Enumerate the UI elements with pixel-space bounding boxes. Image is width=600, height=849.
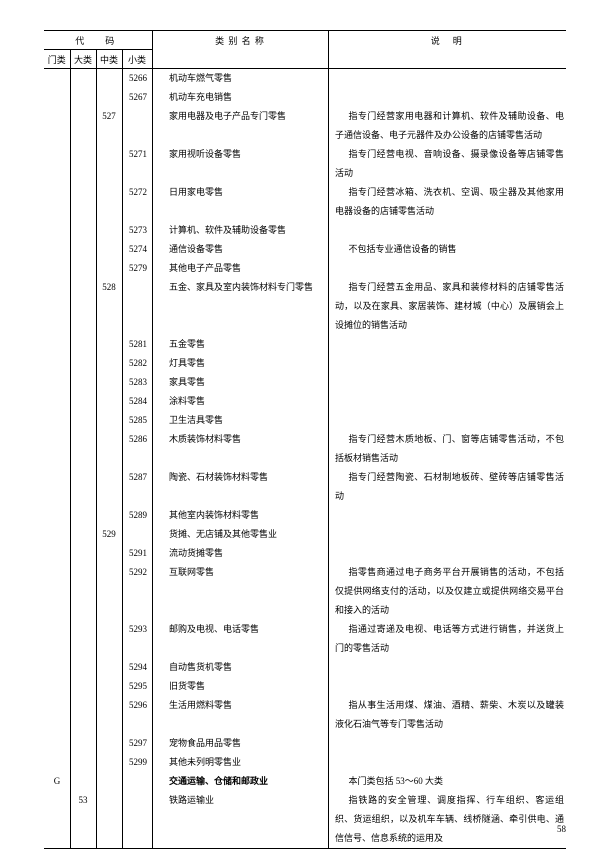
cell-category-name: 自动售货机零售	[153, 658, 331, 677]
cell-category-name: 通信设备零售	[153, 240, 331, 259]
cell-xiao: 5291	[123, 544, 153, 563]
cell-category-name: 货摊、无店铺及其他零售业	[153, 525, 331, 544]
table-header: 代 码 类 别 名 称 说 明 门类 大类 中类 小类	[44, 31, 566, 69]
cell-category-name: 木质装饰材料零售	[153, 430, 331, 449]
cell-xiao: 5285	[123, 411, 153, 430]
cell-zhong: 527	[96, 107, 123, 126]
cell-category-name: 涂料零售	[153, 392, 331, 411]
page-number: 58	[557, 824, 566, 834]
cell-category-name: 家用电器及电子产品专门零售	[153, 107, 331, 126]
cell-xiao: 5283	[123, 373, 153, 392]
cell-men: G	[44, 772, 70, 791]
cell-category-name: 其他电子产品零售	[153, 259, 331, 278]
cell-category-name: 五金、家具及室内装饰材料专门零售	[153, 278, 331, 297]
cell-xiao: 5293	[123, 620, 153, 639]
cell-category-name: 生活用燃料零售	[153, 696, 331, 715]
cell-xiao: 5267	[123, 88, 153, 107]
table-body: 5266机动车燃气零售5267机动车充电销售527家用电器及电子产品专门零售指专…	[44, 69, 566, 848]
document-page: 代 码 类 别 名 称 说 明 门类 大类 中类 小类	[0, 0, 600, 848]
cell-description: 指通过寄递及电视、电话等方式进行销售，并送货上门的零售活动	[331, 620, 566, 658]
cell-da: 53	[70, 791, 96, 810]
header-code-group: 代 码	[44, 31, 152, 50]
cell-description: 指专门经营冰箱、洗衣机、空调、吸尘器及其他家用电器设备的店铺零售活动	[331, 183, 566, 221]
cell-xiao: 5295	[123, 677, 153, 696]
header-col-xiao: 小类	[122, 50, 152, 69]
cell-category-name: 卫生洁具零售	[153, 411, 331, 430]
cell-description: 指专门经营五金用品、家具和装修材料的店铺零售活动，以及在家具、家居装饰、建材城（…	[331, 278, 566, 335]
cell-category-name: 其他未列明零售业	[153, 753, 331, 772]
cell-xiao: 5271	[123, 145, 153, 164]
cell-description: 指铁路的安全管理、调度指挥、行车组织、客运组织、货运组织，以及机车车辆、线桥隧涵…	[331, 791, 566, 848]
cell-xiao: 5286	[123, 430, 153, 449]
cell-xiao: 5294	[123, 658, 153, 677]
cell-xiao: 5273	[123, 221, 153, 240]
cell-category-name: 家具零售	[153, 373, 331, 392]
cell-category-name: 陶瓷、石材装饰材料零售	[153, 468, 331, 487]
cell-category-name: 流动货摊零售	[153, 544, 331, 563]
cell-description: 指专门经营电视、音响设备、摄录像设备等店铺零售活动	[331, 145, 566, 183]
cell-category-name: 铁路运输业	[153, 791, 331, 810]
cell-category-name: 邮购及电视、电话零售	[153, 620, 331, 639]
classification-table: 代 码 类 别 名 称 说 明 门类 大类 中类 小类	[44, 30, 566, 849]
cell-xiao: 5272	[123, 183, 153, 202]
header-col-zhong: 中类	[96, 50, 122, 69]
cell-category-name: 旧货零售	[153, 677, 331, 696]
cell-description: 不包括专业通信设备的销售	[331, 240, 566, 259]
cell-xiao: 5266	[123, 69, 153, 88]
cell-xiao: 5284	[123, 392, 153, 411]
cell-description: 指专门经营陶瓷、石材制地板砖、壁砖等店铺零售活动	[331, 468, 566, 506]
cell-description: 指从事生活用煤、煤油、酒精、薪柴、木炭以及罐装液化石油气等专门零售活动	[331, 696, 566, 734]
cell-xiao: 5292	[123, 563, 153, 582]
cell-description: 指专门经营木质地板、门、窗等店铺零售活动，不包括板材销售活动	[331, 430, 566, 468]
cell-zhong: 529	[96, 525, 123, 544]
cell-category-name: 日用家电零售	[153, 183, 331, 202]
header-category-name: 类 别 名 称	[152, 31, 328, 69]
cell-category-name: 交通运输、仓储和邮政业	[153, 772, 331, 791]
cell-category-name: 五金零售	[153, 335, 331, 354]
header-col-men: 门类	[44, 50, 70, 69]
cell-category-name: 家用视听设备零售	[153, 145, 331, 164]
cell-xiao: 5296	[123, 696, 153, 715]
cell-description: 指专门经营家用电器和计算机、软件及辅助设备、电子通信设备、电子元器件及办公设备的…	[331, 107, 566, 145]
cell-xiao: 5287	[123, 468, 153, 487]
cell-category-name: 宠物食品用品零售	[153, 734, 331, 753]
cell-category-name: 机动车燃气零售	[153, 69, 331, 88]
cell-description: 指零售商通过电子商务平台开展销售的活动，不包括仅提供网络支付的活动，以及仅建立或…	[331, 563, 566, 620]
cell-category-name: 互联网零售	[153, 563, 331, 582]
cell-category-name: 其他室内装饰材料零售	[153, 506, 331, 525]
cell-xiao: 5281	[123, 335, 153, 354]
cell-xiao: 5299	[123, 753, 153, 772]
header-description: 说 明	[328, 31, 566, 69]
cell-xiao: 5274	[123, 240, 153, 259]
header-col-da: 大类	[70, 50, 96, 69]
cell-xiao: 5289	[123, 506, 153, 525]
cell-description: 本门类包括 53～60 大类	[331, 772, 566, 791]
cell-category-name: 机动车充电销售	[153, 88, 331, 107]
cell-category-name: 计算机、软件及辅助设备零售	[153, 221, 331, 240]
cell-zhong: 528	[96, 278, 123, 297]
cell-xiao: 5297	[123, 734, 153, 753]
cell-xiao: 5282	[123, 354, 153, 373]
cell-xiao: 5279	[123, 259, 153, 278]
cell-category-name: 灯具零售	[153, 354, 331, 373]
